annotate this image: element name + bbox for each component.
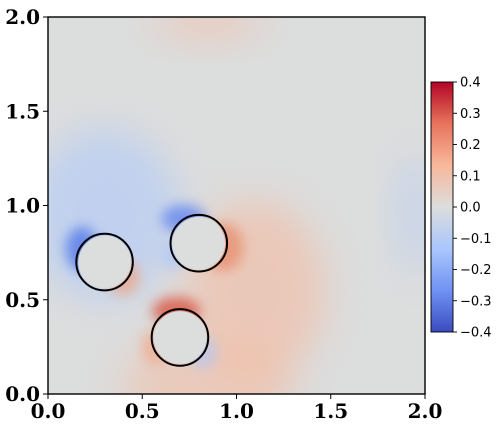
colorbar-tick-label: 0.3 — [460, 107, 481, 122]
colorbar-tick-label: −0.1 — [460, 232, 492, 247]
heatmap-field — [48, 17, 425, 394]
colorbar-tick-label: −0.2 — [460, 263, 492, 278]
x-tick-label: 1.0 — [219, 399, 254, 423]
x-axis: 0.0 0.5 1.0 1.5 2.0 — [31, 394, 443, 423]
colorbar: −0.4 −0.3 −0.2 −0.1 0.0 0.1 0.2 0.3 0.4 — [430, 76, 492, 341]
colorbar-tick-label: −0.4 — [460, 326, 492, 341]
field-region — [395, 154, 425, 275]
colorbar-axis: −0.4 −0.3 −0.2 −0.1 0.0 0.1 0.2 0.3 0.4 — [453, 76, 492, 341]
x-tick-label: 0.0 — [31, 399, 66, 423]
colorbar-tick-label: 0.1 — [460, 169, 481, 184]
obstacle-interior — [78, 235, 131, 289]
colorbar-tick-label: 0.2 — [460, 138, 481, 153]
colorbar-tick-label: 0.4 — [460, 76, 481, 91]
obstacle-circle — [150, 308, 210, 367]
colorbar-gradient — [431, 82, 453, 332]
y-tick-label: 0.5 — [5, 288, 40, 312]
x-tick-label: 1.5 — [313, 399, 348, 423]
obstacle-circle — [75, 232, 134, 292]
obstacle-interior — [153, 311, 207, 364]
colorbar-tick-label: 0.0 — [460, 201, 481, 216]
obstacle-circles — [75, 213, 229, 367]
x-tick-label: 0.5 — [125, 399, 160, 423]
obstacle-interior — [172, 216, 226, 270]
y-axis: 0.0 0.5 1.0 1.5 2.0 — [5, 5, 48, 406]
field-region — [153, 17, 264, 41]
y-tick-label: 1.0 — [5, 194, 40, 218]
obstacle-circle — [169, 213, 229, 273]
colorbar-tick-label: −0.3 — [460, 294, 492, 309]
x-tick-label: 2.0 — [408, 399, 443, 423]
plot-area: 0.0 0.5 1.0 1.5 2.0 0.0 0.5 1.0 1.5 2.0 — [5, 5, 443, 423]
y-tick-label: 0.0 — [5, 382, 40, 406]
y-tick-label: 1.5 — [5, 99, 40, 123]
y-tick-label: 2.0 — [5, 5, 40, 29]
